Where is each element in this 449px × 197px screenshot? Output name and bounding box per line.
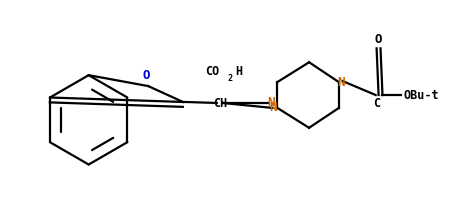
Text: O: O: [142, 69, 150, 82]
Text: N: N: [268, 97, 275, 110]
Text: N: N: [337, 76, 344, 89]
Text: CH: CH: [213, 98, 227, 111]
Text: OBu-t: OBu-t: [403, 88, 439, 101]
Text: C: C: [373, 97, 380, 110]
Text: O: O: [375, 33, 382, 46]
Text: N: N: [270, 101, 277, 114]
Text: H: H: [236, 65, 243, 78]
Text: CO: CO: [205, 65, 219, 78]
Text: 2: 2: [228, 74, 233, 83]
